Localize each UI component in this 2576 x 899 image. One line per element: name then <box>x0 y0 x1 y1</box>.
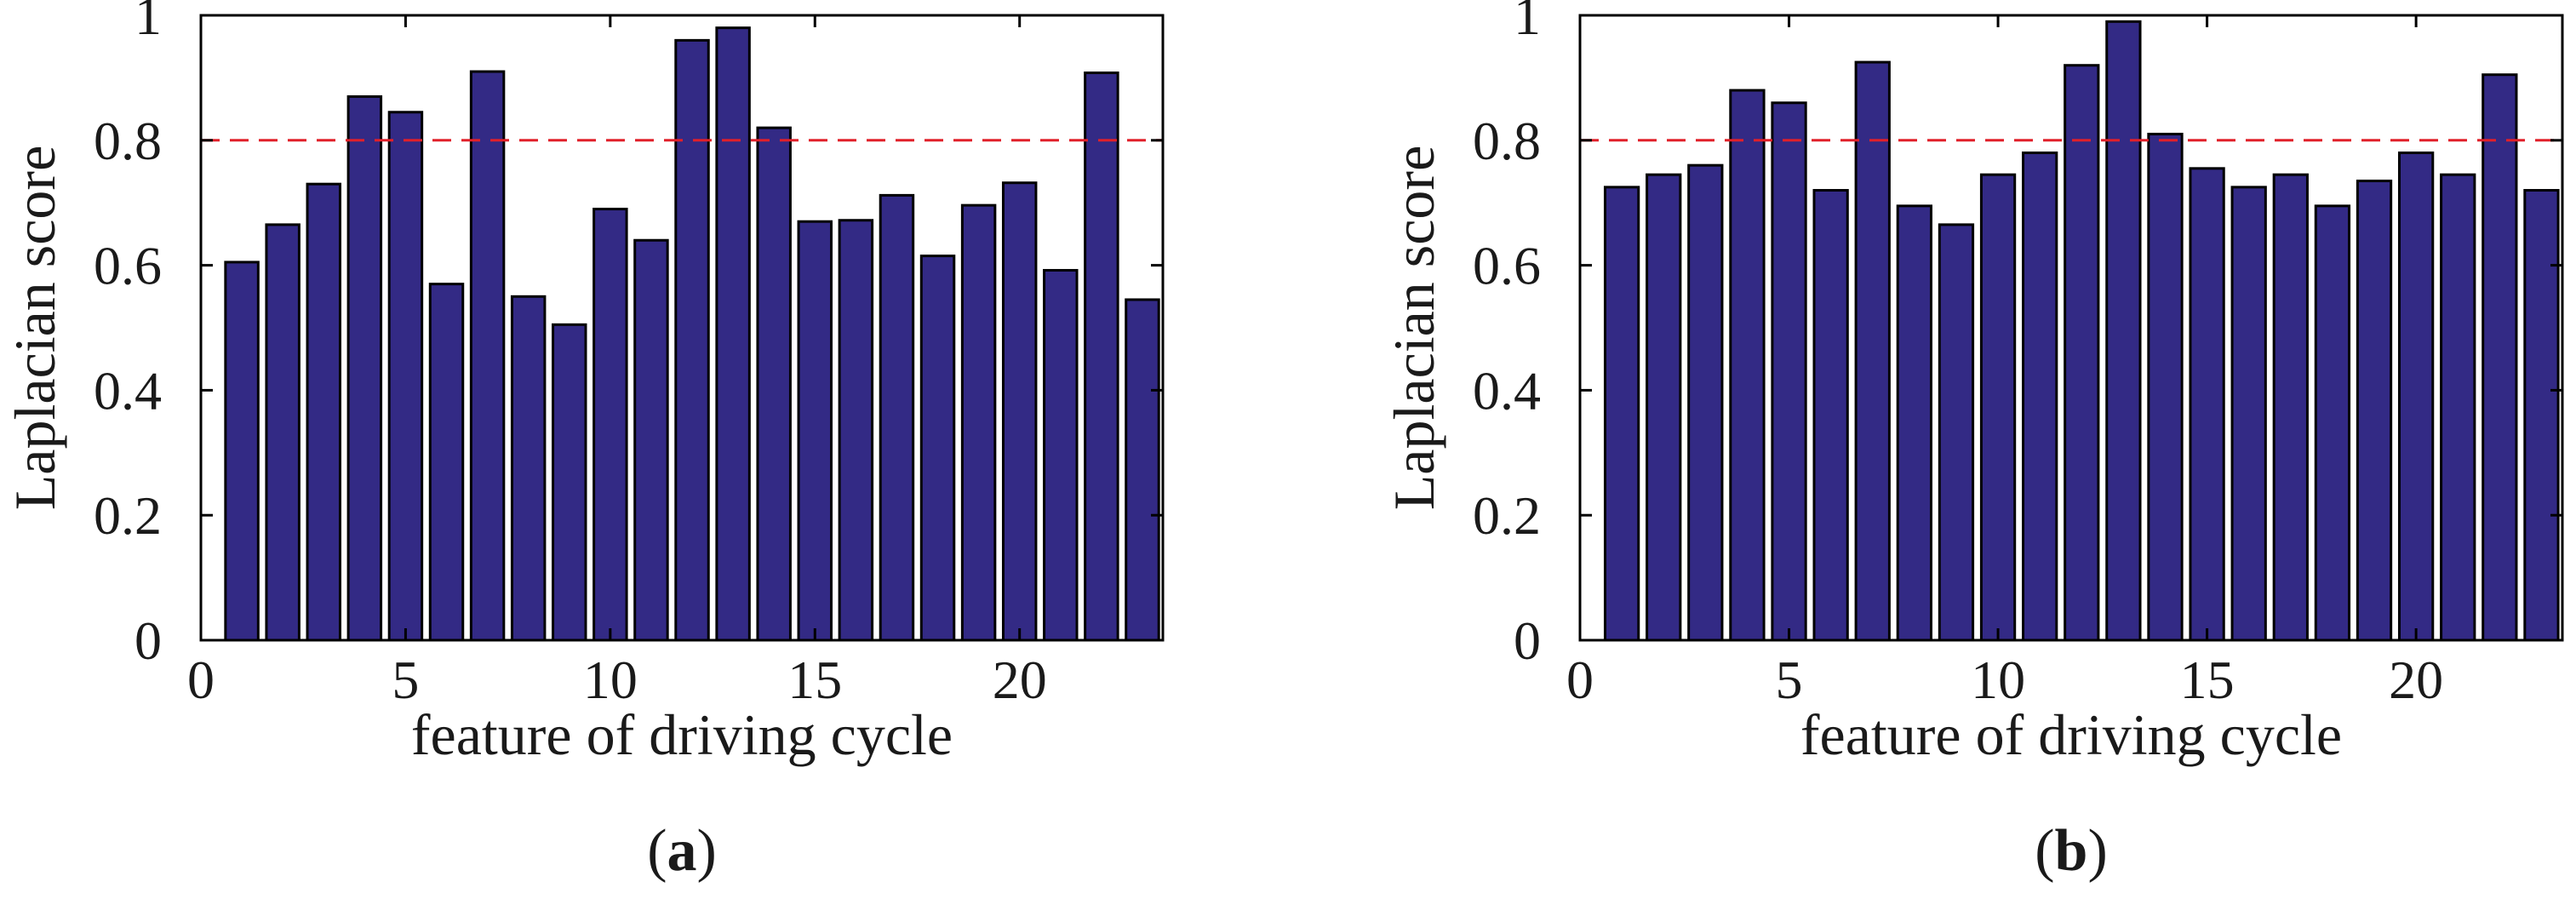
x-tick-label: 15 <box>2180 650 2235 710</box>
bar-feature-9 <box>552 323 587 642</box>
bar-feature-3 <box>306 182 341 642</box>
caption-open-paren: ( <box>647 818 667 884</box>
y-tick-label: 0.8 <box>1473 111 1541 171</box>
y-tick-label: 0.6 <box>1473 236 1541 296</box>
bar-feature-2 <box>1646 173 1682 642</box>
bar-feature-21 <box>1043 268 1079 642</box>
bar-feature-4 <box>1729 89 1766 642</box>
bar-feature-13 <box>2105 20 2142 642</box>
bar-feature-22 <box>2482 73 2518 642</box>
caption-close-paren: ) <box>2087 818 2107 884</box>
bar-feature-6 <box>1812 189 1849 642</box>
y-tick-label: 0.2 <box>1473 485 1541 546</box>
bar-feature-18 <box>919 255 956 642</box>
x-axis-label: feature of driving cycle <box>411 702 953 767</box>
axes-frame <box>199 14 1165 642</box>
bar-feature-6 <box>428 283 465 642</box>
panel-caption: (b) <box>2035 818 2108 884</box>
bar-feature-10 <box>1979 173 2017 642</box>
y-tick-label: 1 <box>1514 0 1541 46</box>
chart-panel-a: 0 5 10 15 20 0 0.2 0.4 0.6 0.8 1 feature of drivin… <box>3 0 1165 884</box>
x-tick-label: 10 <box>1971 650 2025 710</box>
bar-feature-19 <box>2356 180 2393 642</box>
bar-feature-4 <box>346 94 383 642</box>
panel-caption: (a) <box>647 818 717 884</box>
bar-feature-8 <box>1896 204 1932 642</box>
bar-feature-17 <box>2272 173 2309 642</box>
x-tick-label: 0 <box>1566 650 1594 710</box>
caption-letter: a <box>667 818 697 884</box>
bar-feature-15 <box>797 220 833 642</box>
x-axis-label: feature of driving cycle <box>1800 702 2342 767</box>
caption-open-paren: ( <box>2035 818 2054 884</box>
bar-feature-12 <box>2064 64 2100 642</box>
y-tick-label: 0 <box>135 610 162 671</box>
x-tick-label: 20 <box>993 650 1047 710</box>
bar-feature-16 <box>2230 186 2267 642</box>
bar-feature-7 <box>469 70 506 642</box>
y-tick-label: 0.4 <box>94 360 162 421</box>
bar-feature-2 <box>265 223 301 642</box>
bar-feature-23 <box>1125 298 1160 642</box>
bar-feature-16 <box>838 219 874 642</box>
bar-feature-5 <box>387 111 424 642</box>
bar-feature-1 <box>224 261 260 642</box>
bar-feature-23 <box>2523 189 2560 642</box>
x-tick-label: 5 <box>1776 650 1803 710</box>
y-tick-label: 1 <box>135 0 162 46</box>
x-tick-label: 20 <box>2389 650 2443 710</box>
axes-frame <box>1578 14 2564 642</box>
bar-feature-13 <box>715 26 751 642</box>
bar-feature-5 <box>1771 101 1807 642</box>
bar-feature-18 <box>2314 204 2351 642</box>
caption-letter: b <box>2055 818 2088 884</box>
chart-panel-b: 0 5 10 15 20 0 0.2 0.4 0.6 0.8 1 feature of drivin… <box>1382 0 2564 884</box>
bar-feature-20 <box>2397 151 2435 642</box>
bar-feature-20 <box>1001 181 1038 642</box>
bar-feature-3 <box>1687 163 1724 642</box>
bar-feature-21 <box>2440 173 2476 642</box>
bar-feature-11 <box>633 238 669 642</box>
bar-feature-8 <box>510 295 547 642</box>
bar-feature-19 <box>960 203 997 642</box>
x-tick-label: 0 <box>187 650 215 710</box>
bar-feature-14 <box>2147 132 2184 642</box>
bar-feature-9 <box>1938 223 1975 642</box>
y-tick-label: 0.4 <box>1473 360 1541 421</box>
bar-feature-12 <box>674 38 710 642</box>
x-tick-label: 15 <box>787 650 842 710</box>
bar-feature-22 <box>1084 72 1119 642</box>
bar-feature-7 <box>1854 60 1891 642</box>
x-tick-label: 10 <box>583 650 638 710</box>
bar-feature-17 <box>879 193 915 642</box>
y-tick-label: 0.8 <box>94 111 162 171</box>
x-tick-label: 5 <box>392 650 419 710</box>
bar-feature-14 <box>756 126 792 642</box>
y-axis-label: Laplacian score <box>1382 146 1446 511</box>
y-tick-label: 0.6 <box>94 236 162 296</box>
y-axis-label: Laplacian score <box>3 146 67 511</box>
y-tick-label: 0 <box>1514 610 1541 671</box>
y-tick-label: 0.2 <box>94 485 162 546</box>
bar-feature-11 <box>2022 151 2058 642</box>
bar-feature-1 <box>1603 186 1640 642</box>
caption-close-paren: ) <box>697 818 717 884</box>
bar-feature-15 <box>2189 167 2225 642</box>
bar-feature-10 <box>592 208 628 642</box>
